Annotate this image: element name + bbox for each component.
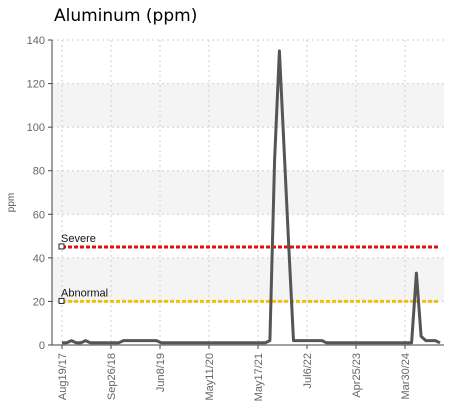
- x-tick-label: May17/21: [253, 353, 265, 401]
- plot-band: [52, 257, 444, 302]
- y-tick-label: 100: [27, 122, 45, 134]
- x-tick-label: May11/20: [204, 353, 216, 401]
- limit-label: Severe: [61, 233, 96, 245]
- chart-title: Aluminum (ppm): [54, 6, 198, 26]
- series-line-0: [62, 49, 441, 345]
- limit-label: Abnormal: [61, 287, 108, 299]
- y-axis-label: ppm: [6, 193, 17, 212]
- y-tick-label: 60: [33, 209, 45, 221]
- axes: [48, 39, 444, 349]
- plot-bands: [52, 83, 444, 302]
- y-tick-label: 0: [39, 340, 45, 352]
- x-tick-label: Apr25/23: [351, 353, 363, 398]
- x-tick-label: Sep26/18: [106, 353, 118, 400]
- plot-band: [52, 83, 444, 128]
- y-tick-labels: 0 20 40 60 80 100 120 140: [27, 35, 45, 352]
- x-tick-label: Jul6/22: [302, 353, 314, 388]
- limit-marker: [58, 243, 65, 250]
- y-tick-label: 40: [33, 253, 45, 265]
- plot-band: [52, 170, 444, 215]
- y-tick-label: 120: [27, 79, 45, 91]
- x-tick-label: Mar30/24: [400, 353, 412, 399]
- y-tick-label: 140: [27, 35, 45, 47]
- limit-lines: Severe Abnormal: [58, 233, 440, 304]
- series-group: [62, 49, 441, 345]
- y-tick-label: 20: [33, 296, 45, 308]
- x-tick-labels: Aug19/17 Sep26/18 Jun8/19 May11/20 May17/21 J…: [57, 353, 412, 401]
- limit-marker: [58, 297, 65, 304]
- x-tick-label: Aug19/17: [57, 353, 69, 400]
- y-tick-label: 80: [33, 166, 45, 178]
- x-tick-label: Jun8/19: [155, 353, 167, 392]
